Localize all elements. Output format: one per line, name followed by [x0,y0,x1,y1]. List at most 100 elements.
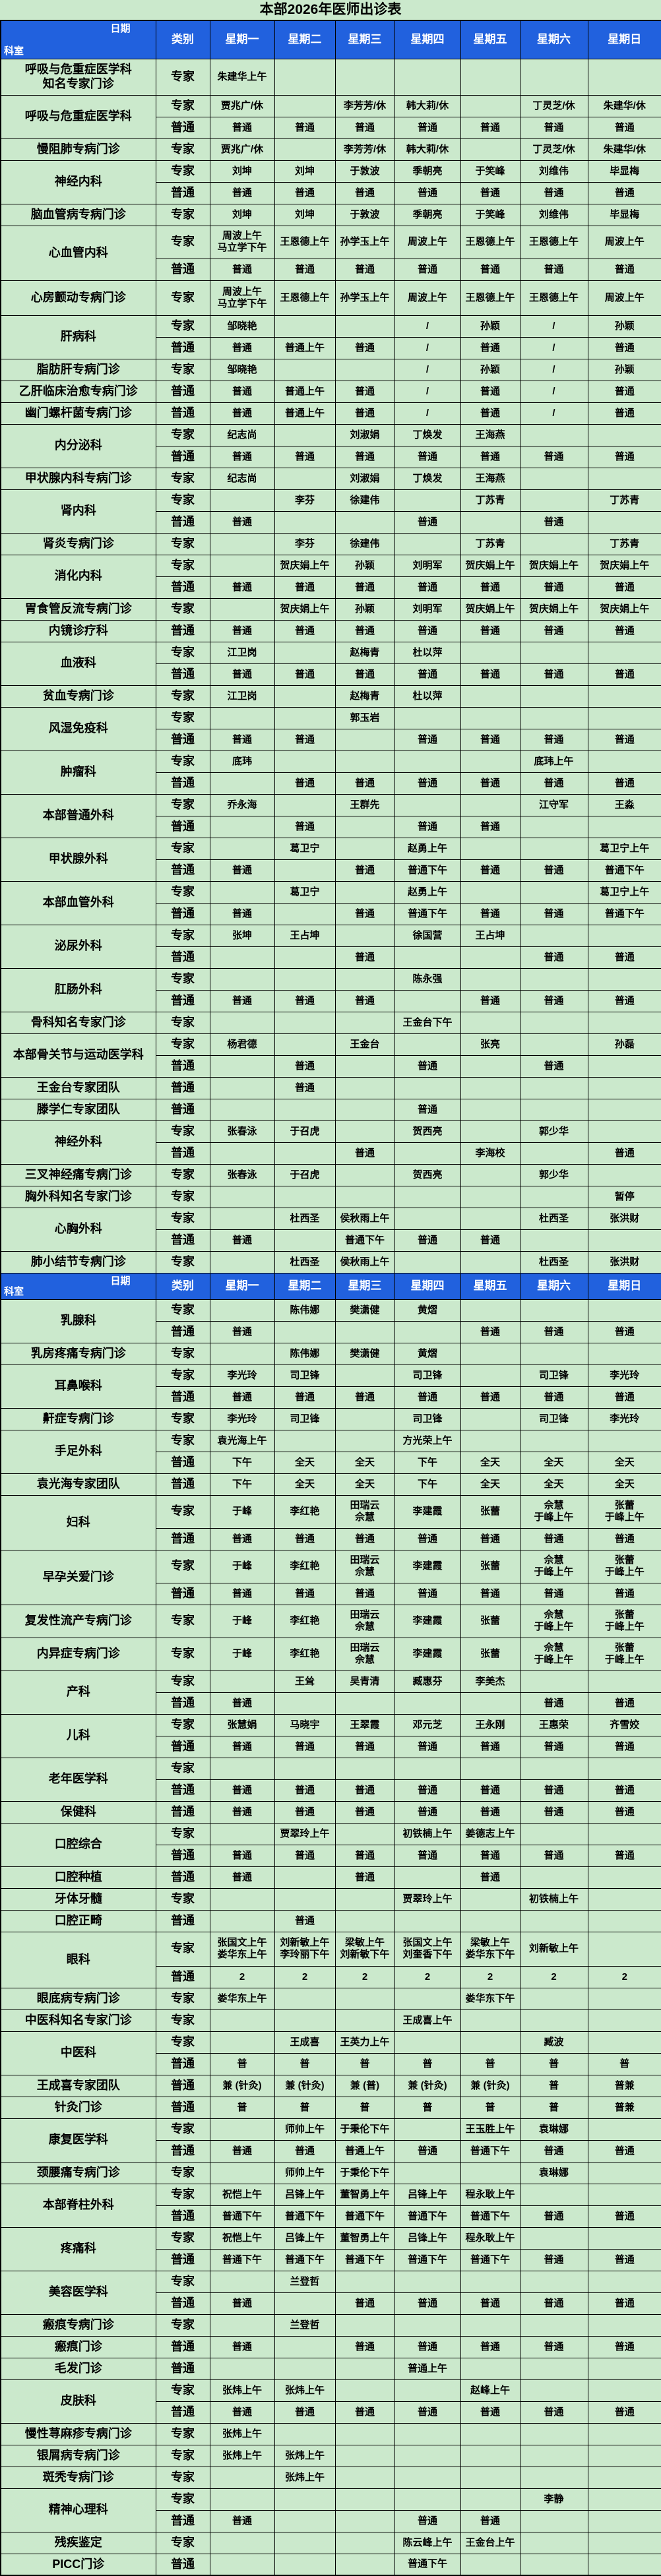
schedule-cell: 田瑞云 佘慧 [334,1549,395,1583]
schedule-cell [274,1866,336,1889]
schedule-cell: 梁敏上午 娄华东下午 [460,1931,520,1967]
schedule-cell: 普通 [460,181,520,204]
dept-cell: 袁光海专家团队 [0,1473,156,1496]
schedule-cell: 臧惠芬 [394,1670,461,1693]
schedule-cell: 普通下午 [460,2139,520,2162]
schedule-cell: 普通 [334,1386,395,1409]
dept-cell: 本部血管外科 [0,880,156,925]
schedule-cell: 普通 [587,2248,661,2271]
schedule-cell: 李光玲 [587,1407,661,1430]
schedule-cell: 王金台下午 [394,1011,461,1034]
schedule-cell: 普通 [587,402,661,425]
schedule-cell [460,685,520,708]
schedule-cell [209,1055,275,1078]
schedule-cell [209,1670,275,1693]
schedule-cell: 田瑞云 佘慧 [334,1637,395,1671]
schedule-cell [209,1098,275,1121]
schedule-cell: 普通 [519,116,588,139]
schedule-cell: 赵勇上午 [394,837,461,860]
schedule-cell: 邓元芝 [394,1713,461,1736]
schedule-cell: 普通 [519,728,588,751]
schedule-cell: 普通 [587,1142,661,1165]
schedule-cell: 杜西圣 [519,1207,588,1230]
schedule-cell: 底玮上午 [519,750,588,773]
schedule-cell [334,2488,395,2511]
category-cell: 普通 [155,2401,210,2424]
schedule-cell: 纪志尚 [209,423,275,446]
schedule-cell: 江卫岗 [209,685,275,708]
schedule-cell [274,1887,336,1911]
schedule-cell: 孙学玉上午 [334,280,395,316]
category-cell: 普通 [155,2096,210,2119]
schedule-cell: 王淼 [587,793,661,816]
schedule-cell [334,58,395,96]
schedule-cell: 于秉伦下午 [334,2161,395,2184]
schedule-cell: 普通 [519,2335,588,2358]
schedule-cell: 普 [334,2096,395,2119]
schedule-cell: 董智勇上午 [334,2183,395,2206]
schedule-cell [460,946,520,969]
schedule-cell [394,793,461,816]
schedule-cell: 普通 [334,1800,395,1824]
schedule-cell: 普通 [394,1386,461,1409]
schedule-cell: 毕显梅 [587,203,661,226]
schedule-cell: 方光荣上午 [394,1429,461,1452]
schedule-cell: 普通下午 [394,2205,461,2228]
dept-cell: 内镜诊疗科 [0,619,156,642]
schedule-cell: 普 [519,2052,588,2075]
schedule-cell: 李红艳 [274,1549,336,1583]
schedule-cell [394,2314,461,2337]
schedule-cell [394,2161,461,2184]
schedule-cell: 王成喜 [274,2031,336,2054]
schedule-cell [274,1757,336,1780]
category-cell: 专家 [155,2314,210,2337]
dept-cell: 中医科 [0,2031,156,2075]
schedule-cell: 全天 [274,1451,336,1474]
schedule-cell [460,750,520,773]
schedule-cell: 初铁楠上午 [519,1887,588,1911]
schedule-cell [460,1055,520,1078]
schedule-cell: 普 [519,2096,588,2119]
schedule-cell: 普通 [519,989,588,1012]
schedule-cell: 于召虎 [274,1120,336,1143]
schedule-cell: 朱建华/休 [587,94,661,117]
schedule-cell: 普通 [460,619,520,642]
schedule-cell: 王海燕 [460,423,520,446]
schedule-cell: 程永耿上午 [460,2183,520,2206]
schedule-cell: 王英力上午 [334,2031,395,2054]
schedule-cell: 黄熠 [394,1299,461,1322]
schedule-cell: 葛卫宁 [274,880,336,904]
schedule-cell: 邹晓艳 [209,315,275,338]
schedule-cell [334,837,395,860]
schedule-cell: 普通 [209,1229,275,1252]
schedule-cell: 于峰 [209,1494,275,1529]
category-cell: 普通 [155,116,210,139]
schedule-cell [394,532,461,555]
schedule-cell: 司卫锋 [274,1407,336,1430]
schedule-cell [394,1757,461,1780]
schedule-cell [394,1207,461,1230]
category-cell: 普通 [155,1800,210,1824]
schedule-cell: 普通 [587,576,661,599]
schedule-cell: 祝恺上午 [209,2183,275,2206]
schedule-cell [334,2509,395,2532]
schedule-cell: 普通 [394,619,461,642]
schedule-cell: 普通 [274,2139,336,2162]
schedule-cell [334,1757,395,1780]
schedule-cell: 普通 [209,258,275,281]
schedule-cell: 王恩德上午 [460,280,520,316]
schedule-cell [519,2509,588,2532]
dept-cell: 产科 [0,1670,156,1715]
category-cell: 专家 [155,2031,210,2054]
schedule-cell: 普通 [460,1386,520,1409]
schedule-cell [587,924,661,947]
category-cell: 专家 [155,1670,210,1693]
schedule-cell: 普通 [209,2292,275,2315]
schedule-cell: 兼 (针灸) [209,2074,275,2097]
category-cell: 专家 [155,641,210,664]
schedule-cell [460,2488,520,2511]
dept-cell: 肾炎专病门诊 [0,532,156,555]
category-cell: 普通 [155,663,210,686]
day-header-4: 星期四 [394,20,461,59]
schedule-cell: 贺庆娟上午 [519,554,588,577]
